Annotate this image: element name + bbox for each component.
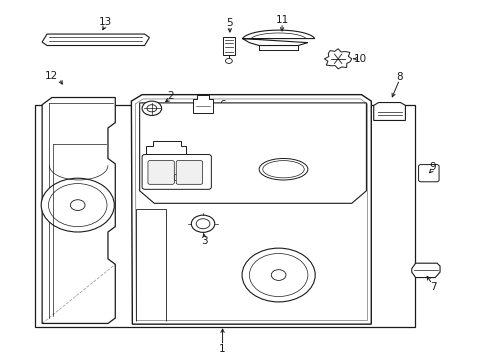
- FancyBboxPatch shape: [176, 161, 202, 184]
- Polygon shape: [324, 49, 351, 69]
- Circle shape: [225, 58, 232, 63]
- Polygon shape: [373, 103, 405, 121]
- Text: 8: 8: [395, 72, 402, 82]
- Text: 7: 7: [429, 282, 436, 292]
- Text: 6: 6: [219, 100, 225, 110]
- Polygon shape: [193, 95, 212, 113]
- Circle shape: [242, 248, 315, 302]
- Circle shape: [147, 105, 157, 112]
- Ellipse shape: [259, 158, 307, 180]
- Text: 10: 10: [353, 54, 366, 64]
- Text: 1: 1: [219, 343, 225, 354]
- FancyBboxPatch shape: [148, 161, 174, 184]
- Polygon shape: [42, 98, 115, 323]
- Polygon shape: [131, 95, 370, 324]
- Text: 12: 12: [45, 71, 59, 81]
- Bar: [223, 37, 234, 55]
- Text: 3: 3: [201, 236, 207, 246]
- FancyBboxPatch shape: [418, 165, 438, 182]
- Text: 13: 13: [99, 17, 112, 27]
- Text: 2: 2: [167, 91, 173, 101]
- Circle shape: [249, 253, 307, 297]
- Text: 11: 11: [275, 15, 288, 26]
- Circle shape: [70, 200, 85, 211]
- Text: 9: 9: [428, 162, 435, 172]
- Polygon shape: [242, 30, 314, 45]
- Bar: [173, 174, 182, 180]
- Polygon shape: [42, 34, 149, 45]
- Circle shape: [196, 219, 209, 229]
- Bar: [35, 105, 414, 327]
- Circle shape: [48, 184, 107, 226]
- Text: 4: 4: [186, 187, 193, 197]
- FancyBboxPatch shape: [142, 154, 211, 189]
- Circle shape: [191, 215, 214, 232]
- Bar: [149, 174, 158, 180]
- Circle shape: [271, 270, 285, 280]
- Text: 5: 5: [226, 18, 233, 28]
- Circle shape: [41, 178, 114, 232]
- Polygon shape: [146, 140, 185, 184]
- Polygon shape: [140, 103, 366, 203]
- Circle shape: [142, 101, 161, 116]
- Polygon shape: [411, 263, 439, 278]
